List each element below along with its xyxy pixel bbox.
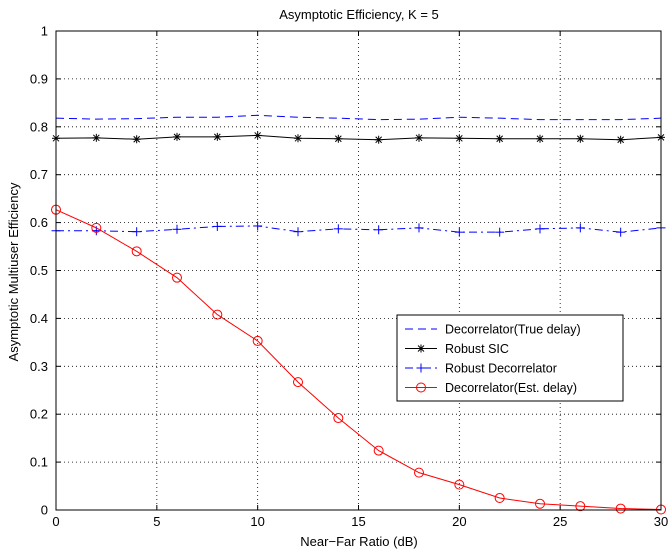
series-group <box>51 114 666 515</box>
data-point <box>575 223 585 233</box>
x-tick-label: 25 <box>553 514 567 529</box>
x-tick-label: 10 <box>250 514 264 529</box>
data-point <box>212 221 222 231</box>
data-point <box>373 445 384 456</box>
data-point <box>494 493 505 504</box>
data-point <box>495 134 504 143</box>
data-point <box>213 132 222 141</box>
legend-label: Decorrelator(True delay) <box>445 323 581 337</box>
legend-item: Decorrelator(Est. delay) <box>405 381 577 395</box>
legend-label: Robust Decorrelator <box>445 362 557 376</box>
data-point <box>535 224 545 234</box>
legend-marker <box>417 344 425 353</box>
y-tick-label: 1 <box>41 24 48 39</box>
legend-item: Decorrelator(True delay) <box>405 323 581 337</box>
data-point <box>253 131 262 140</box>
data-point <box>414 223 424 233</box>
data-point <box>333 224 343 234</box>
data-point <box>374 135 383 144</box>
data-point <box>293 377 303 388</box>
legend-item: Robust Decorrelator <box>405 362 557 376</box>
x-tick-label: 15 <box>351 514 365 529</box>
data-point <box>455 134 464 143</box>
legend-marker <box>416 363 426 373</box>
data-point <box>252 335 263 346</box>
data-point <box>334 134 343 143</box>
y-tick-label: 0.4 <box>30 311 48 326</box>
y-axis-label: Asymptotic Multiuser Efficiency <box>6 182 21 361</box>
data-point <box>294 134 302 143</box>
legend-marker <box>416 382 426 393</box>
data-point <box>92 133 101 142</box>
data-point <box>454 479 465 490</box>
data-point <box>615 503 626 514</box>
series-line <box>55 209 662 511</box>
data-point <box>172 272 182 283</box>
series-3 <box>51 204 666 515</box>
x-axis-label: Near−Far Ratio (dB) <box>300 534 417 549</box>
y-tick-label: 0.2 <box>30 407 48 422</box>
data-point <box>172 224 182 234</box>
data-point <box>173 132 181 141</box>
chart-title: Asymptotic Efficiency, K = 5 <box>279 7 439 22</box>
axis-ticks: 0 5 10 15 20 25 30 0 0.1 0.2 0.3 0.4 0.5 0.6 0.7 0.8 0.9… <box>30 24 668 530</box>
series-2 <box>51 221 666 237</box>
x-tick-label: 20 <box>452 514 466 529</box>
data-point <box>536 134 544 143</box>
data-point <box>91 222 102 233</box>
x-tick-label: 5 <box>153 514 160 529</box>
y-tick-label: 0.7 <box>30 167 48 182</box>
data-point <box>333 413 344 424</box>
data-point <box>253 221 263 231</box>
y-tick-label: 0.6 <box>30 215 48 230</box>
legend-label: Robust SIC <box>445 342 509 356</box>
y-tick-label: 0.5 <box>30 263 48 278</box>
y-tick-label: 0 <box>41 503 48 518</box>
data-point <box>616 135 625 144</box>
x-tick-label: 0 <box>52 514 59 529</box>
data-point <box>415 133 423 142</box>
series-line <box>56 225 662 233</box>
data-point <box>131 246 142 257</box>
y-tick-label: 0.8 <box>30 119 48 134</box>
y-tick-label: 0.9 <box>30 71 48 86</box>
data-point <box>293 227 303 237</box>
data-point <box>454 227 464 237</box>
legend-label: Decorrelator(Est. delay) <box>445 381 577 395</box>
y-tick-label: 0.3 <box>30 359 48 374</box>
data-point <box>535 498 545 509</box>
series-0 <box>55 114 662 121</box>
data-point <box>132 135 141 144</box>
legend: Decorrelator(True delay) Robust SIC Robust… <box>396 314 624 402</box>
data-point <box>132 227 142 237</box>
data-point <box>495 227 505 237</box>
data-point <box>575 501 586 512</box>
data-point <box>212 309 223 320</box>
data-point <box>616 227 626 237</box>
data-point <box>414 467 424 478</box>
series-line <box>55 134 662 141</box>
y-tick-label: 0.1 <box>30 455 48 470</box>
series-line <box>55 114 662 121</box>
data-point <box>576 134 585 143</box>
plot-frame <box>55 30 662 511</box>
legend-item: Robust SIC <box>405 342 509 356</box>
data-point <box>374 225 384 235</box>
x-tick-label: 30 <box>654 514 668 529</box>
